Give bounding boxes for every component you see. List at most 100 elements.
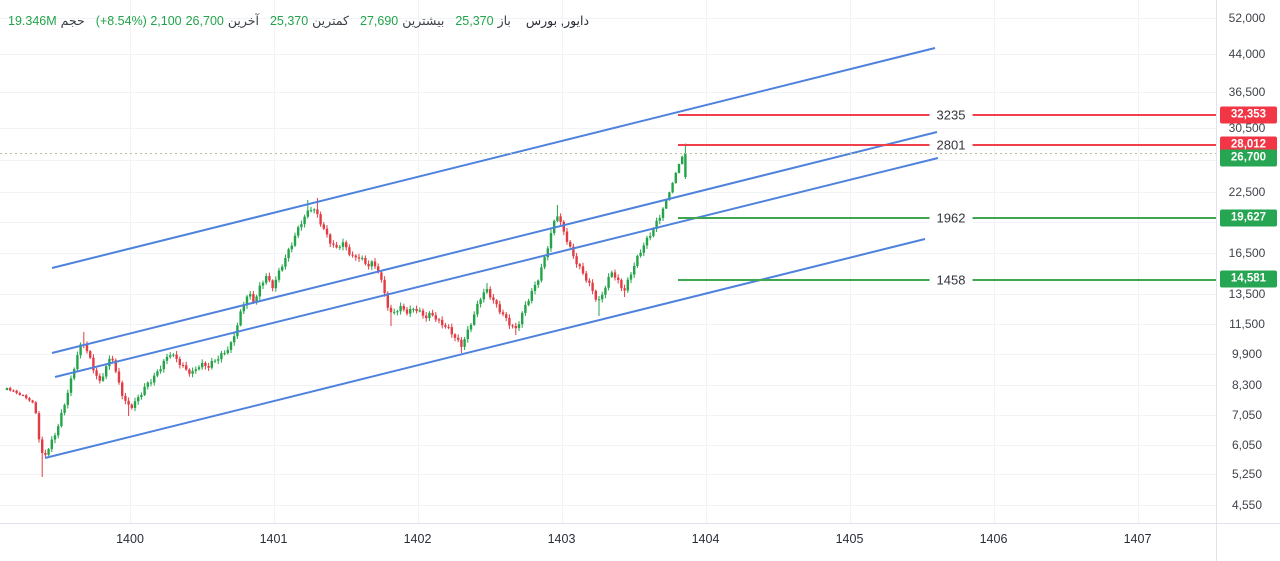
candle-up bbox=[57, 426, 60, 436]
candle-down bbox=[444, 325, 447, 327]
candle-up bbox=[162, 360, 165, 370]
channel-trendline[interactable] bbox=[51, 131, 938, 354]
candle-up bbox=[540, 267, 543, 281]
candle-up bbox=[629, 274, 633, 280]
level-label-1458: 1458 bbox=[929, 272, 973, 288]
candle-up bbox=[165, 356, 169, 361]
candle-down bbox=[402, 306, 405, 310]
candle-down bbox=[188, 369, 191, 374]
x-axis-year-label: 1400 bbox=[116, 532, 144, 546]
legend-symbol-title[interactable]: دایور, بورس bbox=[525, 14, 590, 28]
candle-down bbox=[441, 319, 444, 326]
h-gridline bbox=[0, 160, 1216, 161]
candle-down bbox=[114, 360, 117, 372]
h-gridline bbox=[0, 92, 1216, 93]
candle-up bbox=[169, 355, 172, 357]
v-gridline bbox=[1137, 0, 1139, 523]
candle-up bbox=[137, 397, 140, 402]
candle-up bbox=[50, 439, 53, 450]
candle-up bbox=[69, 378, 73, 393]
candle-down bbox=[594, 290, 597, 300]
candle-up bbox=[610, 272, 613, 277]
candle-up bbox=[399, 306, 402, 312]
candle-down bbox=[44, 452, 47, 455]
candle-up bbox=[242, 305, 245, 312]
candle-up bbox=[156, 371, 159, 376]
candle-up bbox=[633, 265, 636, 275]
candle-down bbox=[34, 402, 37, 414]
candle-up bbox=[639, 252, 642, 256]
candle-up bbox=[66, 392, 69, 405]
candle-up bbox=[671, 182, 674, 193]
candle-up bbox=[53, 435, 57, 440]
candle-down bbox=[380, 272, 383, 280]
candle-up bbox=[73, 369, 76, 379]
candle-up bbox=[105, 366, 108, 377]
y-axis-tick-label: 5,250 bbox=[1231, 467, 1263, 481]
channel-trendline[interactable] bbox=[51, 47, 936, 269]
y-axis-tick-label: 44,000 bbox=[1228, 47, 1266, 61]
x-axis-year-label: 1401 bbox=[259, 532, 288, 546]
candle-down bbox=[89, 351, 92, 358]
candle-up bbox=[313, 209, 316, 211]
candle-down bbox=[207, 366, 210, 368]
legend-change-value: (+8.54%) 2,100 bbox=[95, 13, 182, 28]
candle-up bbox=[543, 257, 546, 268]
candle-up bbox=[217, 359, 220, 361]
candle-down bbox=[348, 247, 351, 255]
h-gridline bbox=[0, 18, 1216, 19]
candle-up bbox=[530, 290, 533, 301]
candle-up bbox=[668, 192, 671, 201]
candle-up bbox=[197, 367, 201, 370]
candle-up bbox=[428, 312, 431, 319]
candle-down bbox=[319, 214, 322, 225]
candle-down bbox=[498, 304, 501, 313]
candle-up bbox=[233, 336, 236, 343]
candle-down bbox=[95, 370, 98, 376]
candle-down bbox=[37, 413, 41, 440]
candle-up bbox=[201, 362, 204, 368]
h-gridline bbox=[0, 192, 1216, 193]
candle-up bbox=[479, 299, 482, 304]
candle-up bbox=[485, 289, 489, 293]
candle-down bbox=[437, 319, 441, 321]
price-badge-green: 26,700 bbox=[1220, 149, 1277, 167]
candle-up bbox=[597, 299, 601, 301]
x-axis-year-label: 1404 bbox=[691, 532, 720, 546]
candle-down bbox=[450, 327, 453, 335]
candle-down bbox=[421, 310, 425, 316]
candle-up bbox=[645, 237, 649, 246]
candle-up bbox=[626, 279, 629, 291]
candle-down bbox=[389, 307, 393, 313]
candle-down bbox=[92, 357, 95, 371]
candle-up bbox=[655, 220, 658, 229]
candle-up bbox=[300, 224, 303, 228]
y-axis-tick-label: 9,900 bbox=[1231, 347, 1263, 361]
channel-trendline[interactable] bbox=[44, 238, 926, 459]
candle-down bbox=[111, 358, 114, 361]
candle-down bbox=[351, 254, 354, 256]
candle-down bbox=[489, 289, 492, 298]
candle-up bbox=[674, 172, 677, 183]
channel-trendline[interactable] bbox=[54, 157, 939, 378]
candle-up bbox=[649, 236, 652, 238]
candle-up bbox=[463, 339, 466, 347]
current-price-dotted-line bbox=[0, 153, 1216, 154]
candle-up bbox=[658, 218, 661, 221]
candle-up bbox=[665, 200, 668, 209]
candle-up bbox=[306, 210, 309, 217]
candle-down bbox=[98, 375, 101, 381]
candle-up bbox=[140, 394, 143, 398]
legend-last-value: 26,700 bbox=[185, 13, 224, 28]
candle-down bbox=[316, 209, 319, 215]
candle-up bbox=[527, 300, 530, 305]
candle-up bbox=[642, 245, 645, 253]
candle-down bbox=[383, 279, 386, 294]
candle-up bbox=[223, 353, 226, 355]
candle-down bbox=[268, 276, 271, 281]
candle-down bbox=[15, 390, 18, 394]
candle-down bbox=[585, 273, 588, 281]
